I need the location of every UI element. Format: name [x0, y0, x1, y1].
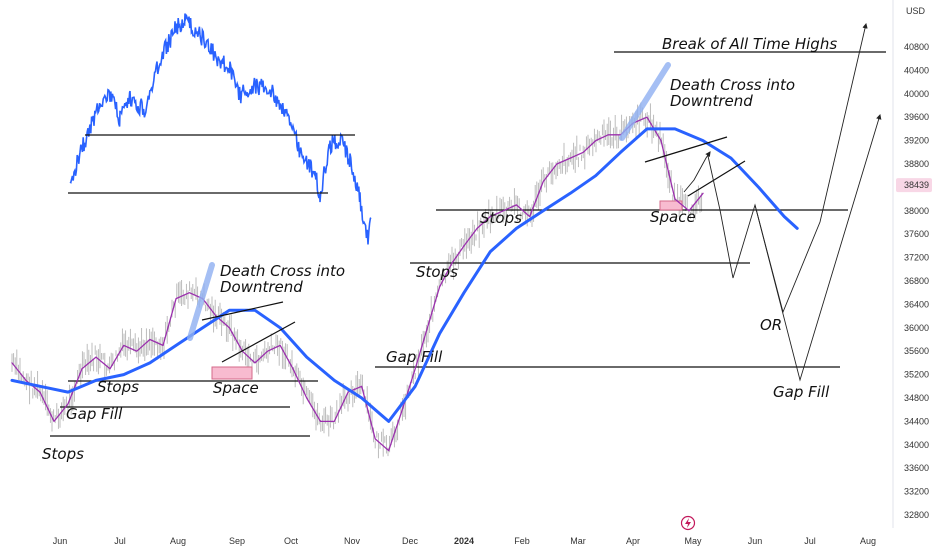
- label-gap-fill-proj: Gap Fill: [773, 383, 830, 401]
- label-stops-jul: Stops: [97, 378, 139, 396]
- x-tick-label: Dec: [402, 536, 419, 546]
- y-tick-label: 35600: [904, 346, 929, 356]
- x-tick-label: Oct: [284, 536, 299, 546]
- inset-price-line: [69, 13, 372, 245]
- current-price-label: 38439: [904, 180, 929, 190]
- label-stops-dec: Stops: [416, 263, 458, 281]
- currency-label: USD: [906, 6, 926, 16]
- annotation-labels: Death Cross into Downtrend Death Cross int…: [42, 35, 837, 463]
- y-tick-label: 34000: [904, 440, 929, 450]
- label-death-cross-1: Death Cross into Downtrend: [220, 262, 345, 296]
- label-gap-fill-jul: Gap Fill: [66, 405, 123, 423]
- y-tick-label: 35200: [904, 370, 929, 380]
- death-cross-marker-1: [187, 262, 215, 341]
- x-tick-label: Aug: [860, 536, 876, 546]
- x-tick-label: Sep: [229, 536, 245, 546]
- x-tick-label: Feb: [514, 536, 530, 546]
- trend-line-2a: [644, 136, 728, 163]
- label-gap-fill: Gap Fill: [386, 348, 443, 366]
- y-axis: USD 32800 33200 33600 34000 34400 34800 35200 35…: [896, 6, 932, 520]
- x-tick-label: 2024: [454, 536, 474, 546]
- projection-short: [683, 151, 711, 193]
- trend-line-1a: [201, 301, 284, 321]
- y-tick-label: 40800: [904, 42, 929, 52]
- moving-average-line: [10, 127, 799, 423]
- price-line: [11, 116, 704, 452]
- x-tick-label: Jul: [114, 536, 126, 546]
- y-tick-label: 32800: [904, 510, 929, 520]
- current-price-badge: [896, 178, 932, 193]
- y-tick-label: 36400: [904, 299, 929, 309]
- x-tick-label: May: [684, 536, 702, 546]
- series-layer: [10, 116, 799, 452]
- label-space-1: Space: [213, 379, 259, 397]
- x-tick-label: Jun: [53, 536, 68, 546]
- y-tick-label: 37200: [904, 253, 929, 263]
- label-stops-jun: Stops: [42, 445, 84, 463]
- death-cross-marker-2: [619, 62, 671, 141]
- x-tick-label: Jul: [804, 536, 816, 546]
- label-or: OR: [760, 316, 782, 334]
- lightning-icon-ring: [680, 515, 696, 531]
- trend-lines: [187, 62, 746, 363]
- y-tick-label: 36800: [904, 276, 929, 286]
- label-space-2: Space: [650, 208, 696, 226]
- x-tick-label: Nov: [344, 536, 361, 546]
- x-tick-label: Apr: [626, 536, 640, 546]
- x-tick-label: Jun: [748, 536, 763, 546]
- y-tick-label: 37600: [904, 229, 929, 239]
- projection-paths: [683, 22, 882, 382]
- y-tick-label: 39200: [904, 136, 929, 146]
- y-tick-label: 33600: [904, 463, 929, 473]
- plot-area: [0, 0, 894, 528]
- plot-background: [0, 0, 893, 528]
- lightning-icon: [685, 518, 691, 528]
- x-tick-label: Aug: [170, 536, 186, 546]
- label-death-cross-2: Death Cross into Downtrend: [670, 76, 795, 110]
- label-break-ath: Break of All Time Highs: [662, 35, 837, 53]
- logo-badge: [680, 515, 696, 531]
- y-tick-label: 33200: [904, 487, 929, 497]
- y-tick-label: 40400: [904, 65, 929, 75]
- projection-path-b: [754, 113, 882, 382]
- y-tick-label: 38000: [904, 206, 929, 216]
- x-axis: Jun Jul Aug Sep Oct Nov Dec 2024 Feb Mar Apr May Jun…: [53, 536, 876, 546]
- y-tick-label: 40000: [904, 89, 929, 99]
- inset-chart: [68, 13, 372, 245]
- y-tick-label: 34400: [904, 416, 929, 426]
- y-tick-label: 39600: [904, 112, 929, 122]
- x-tick-label: Mar: [570, 536, 586, 546]
- space-box-1: [211, 366, 253, 380]
- y-tick-label: 38800: [904, 159, 929, 169]
- y-tick-label: 36000: [904, 323, 929, 333]
- trend-line-1b: [221, 321, 296, 363]
- label-stops-2024: Stops: [480, 209, 522, 227]
- trend-line-2b: [687, 160, 746, 197]
- y-tick-label: 34800: [904, 393, 929, 403]
